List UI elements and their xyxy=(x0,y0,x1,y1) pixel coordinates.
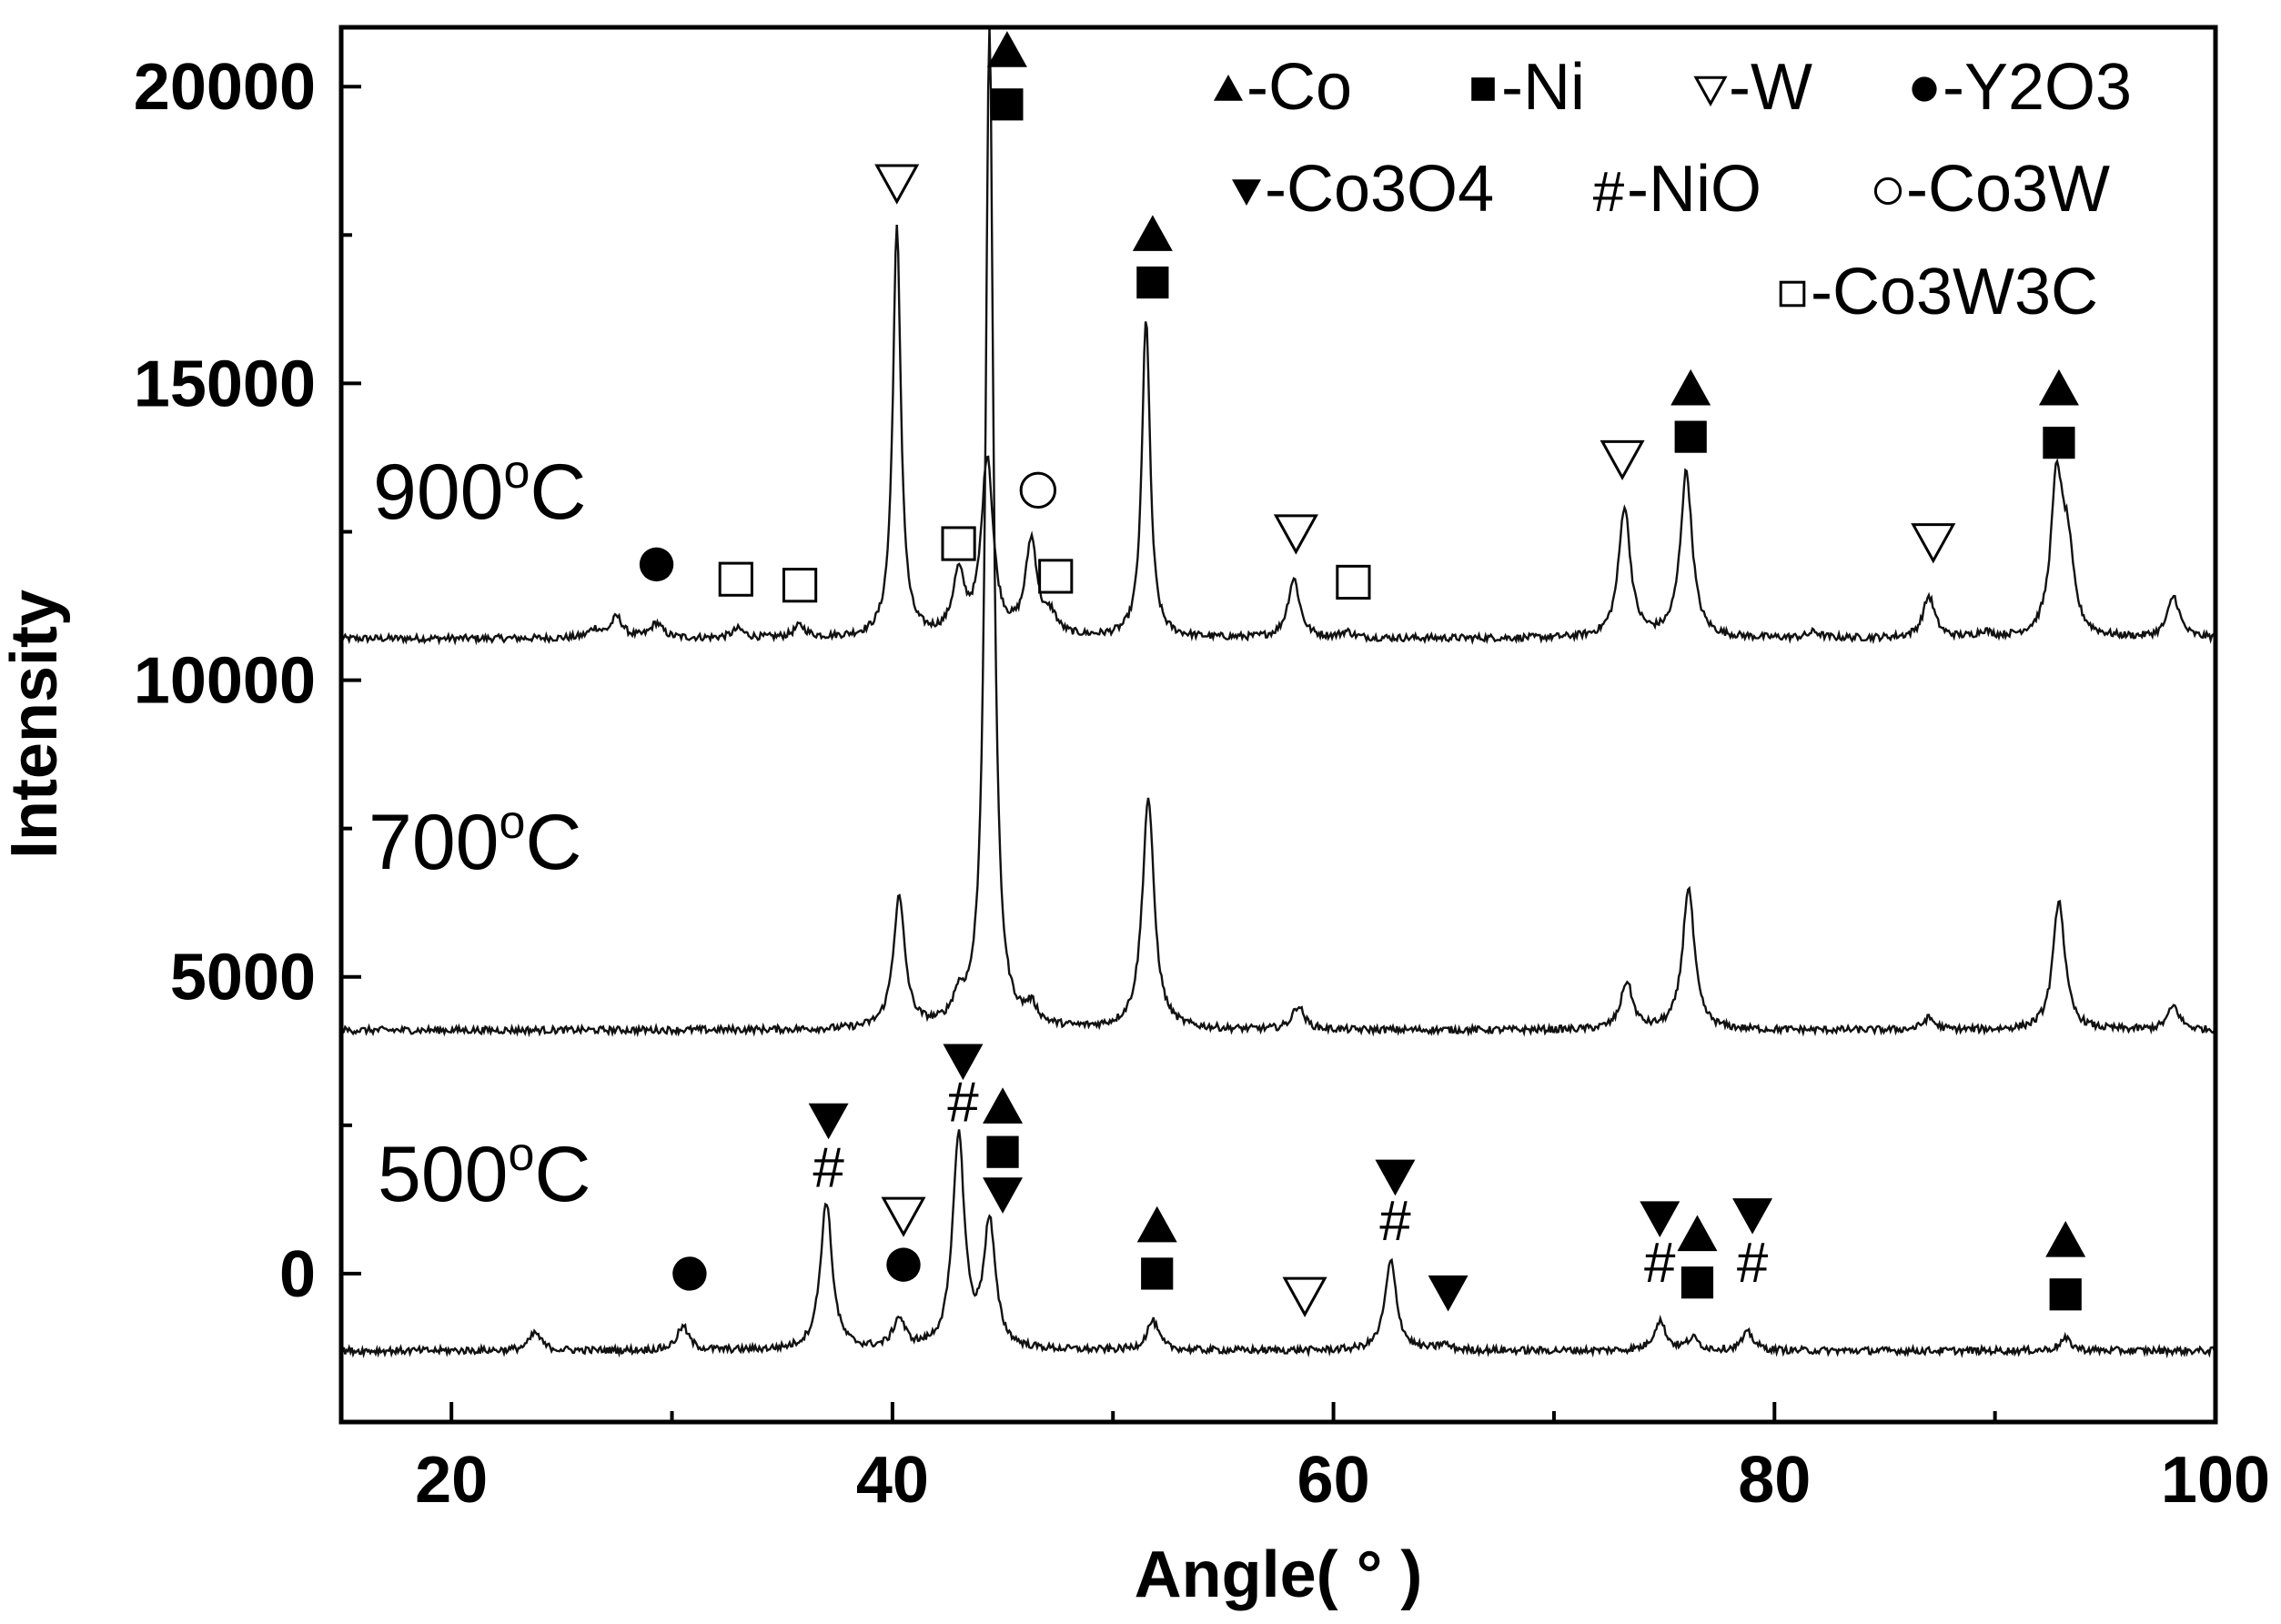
marker-triangle-down-filled xyxy=(1732,1198,1773,1235)
marker-triangle-down-filled xyxy=(1428,1275,1469,1312)
svg-text:#: # xyxy=(1737,1232,1769,1295)
series-labels: 900oC 700oC 500oC xyxy=(368,446,591,1218)
legend-label: -Ni xyxy=(1501,51,1585,124)
marker-square-filled xyxy=(1674,420,1707,453)
legend-item: -Y2O3 xyxy=(1912,51,2132,124)
x-tick-label: 100 xyxy=(2161,1444,2270,1517)
marker-triangle-down-filled xyxy=(1232,179,1261,206)
marker-triangle-up-filled xyxy=(1677,1215,1718,1252)
legend-item: -Co3W xyxy=(1873,153,2110,226)
marker-triangle-down-filled xyxy=(808,1103,849,1140)
marker-triangle-down-open xyxy=(1282,1276,1327,1317)
marker-hash: # xyxy=(947,1072,979,1135)
marker-triangle-up-filled xyxy=(1132,215,1173,251)
x-tick-label: 80 xyxy=(1738,1444,1811,1517)
x-axis-title: Angle( ° ) xyxy=(1135,1538,1423,1611)
marker-square-filled xyxy=(991,88,1024,121)
phase-markers: # # # # # xyxy=(639,31,2086,1317)
marker-hash: # xyxy=(1737,1232,1769,1295)
marker-triangle-up-filled xyxy=(1214,75,1243,101)
marker-square-open xyxy=(941,526,976,561)
y-axis: 0 5000 10000 15000 20000 xyxy=(134,51,361,1424)
marker-circle-filled xyxy=(886,1247,921,1282)
marker-circle-filled xyxy=(639,547,674,582)
marker-triangle-down-open xyxy=(1693,76,1728,107)
legend-item: -Co3O4 xyxy=(1232,153,1494,226)
marker-triangle-down-open xyxy=(881,1196,926,1237)
y-tick-label: 20000 xyxy=(134,51,316,124)
marker-triangle-down-open xyxy=(1273,514,1318,555)
legend-item: -Co3W3C xyxy=(1779,256,2098,328)
series-label: 700oC xyxy=(368,796,582,886)
marker-square-filled xyxy=(1471,77,1495,101)
legend-label: -Co3W3C xyxy=(1811,256,2098,328)
marker-triangle-down-filled xyxy=(1640,1201,1680,1237)
legend-label: -Co3W xyxy=(1906,153,2110,226)
legend-label: -W xyxy=(1729,51,1812,124)
y-tick-label: 0 xyxy=(279,1238,316,1311)
svg-text:#: # xyxy=(1593,161,1625,224)
legend-label: -Co3O4 xyxy=(1265,153,1494,226)
marker-circle-open xyxy=(1873,177,1903,206)
x-tick-label: 40 xyxy=(856,1444,929,1517)
series-line-2 xyxy=(340,1129,2216,1359)
marker-triangle-down-open xyxy=(1600,439,1645,481)
legend-item: -W xyxy=(1693,51,1812,124)
legend-label: -Co xyxy=(1246,51,1352,124)
marker-square-filled xyxy=(1680,1266,1714,1299)
plot-frame xyxy=(338,25,2218,1425)
legend-label: -NiO xyxy=(1627,153,1761,226)
marker-triangle-up-filled xyxy=(986,31,1027,67)
y-tick-label: 15000 xyxy=(134,348,316,420)
marker-square-open xyxy=(1779,280,1806,308)
marker-circle-filled xyxy=(1912,76,1937,102)
marker-triangle-down-open xyxy=(874,164,920,205)
series-line-0 xyxy=(339,225,2216,646)
svg-text:#: # xyxy=(947,1072,979,1135)
marker-hash: # xyxy=(812,1136,844,1199)
marker-triangle-up-filled xyxy=(2038,368,2079,406)
x-axis: 20 40 60 80 100 xyxy=(415,1402,2270,1517)
x-tick-label: 20 xyxy=(415,1444,488,1517)
marker-square-filled xyxy=(1136,266,1169,299)
marker-hash: # xyxy=(1379,1190,1411,1253)
y-axis-title: Intensity xyxy=(0,590,71,859)
marker-square-open xyxy=(1038,559,1074,594)
legend-label: -Y2O3 xyxy=(1943,51,2132,124)
series-curves xyxy=(339,25,2216,1359)
marker-triangle-up-filled xyxy=(1136,1205,1177,1243)
y-tick-label: 5000 xyxy=(170,942,316,1014)
marker-triangle-up-filled xyxy=(983,1087,1024,1124)
marker-circle-filled xyxy=(672,1256,707,1291)
series-label: 900oC xyxy=(373,446,587,536)
series-line-1 xyxy=(339,25,2216,1038)
marker-square-filled xyxy=(1141,1257,1174,1290)
marker-triangle-up-filled xyxy=(1670,368,1711,406)
marker-hash: # xyxy=(1593,161,1625,224)
marker-triangle-down-filled xyxy=(943,1044,984,1081)
marker-square-filled xyxy=(986,1135,1019,1168)
marker-triangle-down-filled xyxy=(1375,1159,1416,1196)
marker-triangle-up-filled xyxy=(2045,1221,2086,1257)
marker-square-open xyxy=(1336,564,1371,600)
marker-triangle-down-open xyxy=(1911,523,1956,564)
svg-text:#: # xyxy=(1644,1232,1676,1295)
marker-square-filled xyxy=(2049,1278,2082,1311)
marker-hash: # xyxy=(1644,1232,1676,1295)
x-tick-label: 60 xyxy=(1297,1444,1370,1517)
legend-item: -Ni xyxy=(1471,51,1585,124)
marker-circle-open xyxy=(1019,471,1057,509)
legend: -Co -Ni -W -Y2O3 -Co3O4 # -NiO -Co3W -Co3W3C xyxy=(1214,51,2132,328)
legend-item: -Co xyxy=(1214,51,1352,124)
legend-item: # -NiO xyxy=(1593,153,1761,226)
marker-square-filled xyxy=(2043,427,2075,459)
svg-text:#: # xyxy=(812,1136,844,1199)
y-tick-label: 10000 xyxy=(134,645,316,718)
series-label: 500oC xyxy=(378,1128,591,1218)
marker-triangle-down-filled xyxy=(983,1177,1024,1214)
svg-text:#: # xyxy=(1379,1190,1411,1253)
marker-square-open xyxy=(782,568,818,603)
marker-square-open xyxy=(718,561,753,597)
